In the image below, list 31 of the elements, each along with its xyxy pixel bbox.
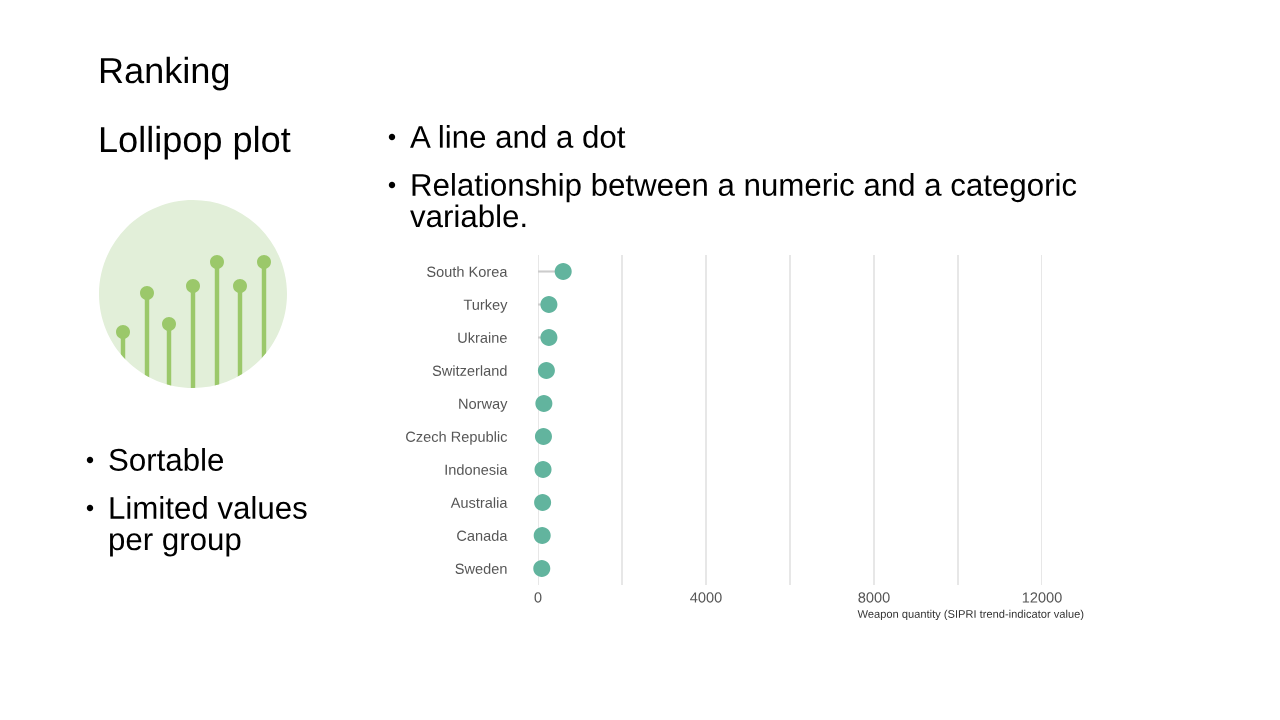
text: Sortable bbox=[109, 448, 224, 471]
x-tick-label: 8000 bbox=[858, 592, 890, 603]
x-tick-label: 0 bbox=[534, 592, 542, 603]
point bbox=[540, 328, 558, 347]
y-tick-label: Switzerland bbox=[432, 365, 507, 376]
text: Limited values per group bbox=[110, 496, 307, 557]
y-tick-label: Australia bbox=[450, 497, 508, 508]
point bbox=[534, 493, 552, 512]
point bbox=[554, 262, 572, 281]
text: Lollipop plot bbox=[100, 125, 291, 160]
point bbox=[535, 394, 553, 413]
x-axis-title: Weapon quantity (SIPRI trend-indicator value) bbox=[857, 609, 1084, 621]
y-tick-label: Indonesia bbox=[445, 464, 508, 475]
y-tick-label: Czech Republic bbox=[406, 431, 508, 445]
x-tick-label: 4000 bbox=[690, 592, 722, 603]
point bbox=[540, 295, 558, 314]
y-tick-label: Ukraine bbox=[458, 332, 507, 343]
point bbox=[533, 559, 551, 578]
point bbox=[534, 460, 552, 479]
text: A line and a dot bbox=[410, 125, 626, 148]
y-tick-label: South Korea bbox=[427, 266, 508, 277]
x-tick-label: 12000 bbox=[1022, 592, 1062, 603]
y-tick-label: Turkey bbox=[463, 299, 508, 313]
text: Ranking bbox=[100, 56, 229, 91]
point bbox=[534, 427, 552, 446]
point bbox=[533, 526, 551, 545]
y-tick-label: Canada bbox=[457, 530, 508, 541]
y-tick-label: Norway bbox=[459, 398, 508, 412]
y-tick-label: Sweden bbox=[455, 563, 507, 574]
text: Relationship between a numeric and a categoric variable. bbox=[410, 173, 1077, 228]
point bbox=[537, 361, 555, 380]
